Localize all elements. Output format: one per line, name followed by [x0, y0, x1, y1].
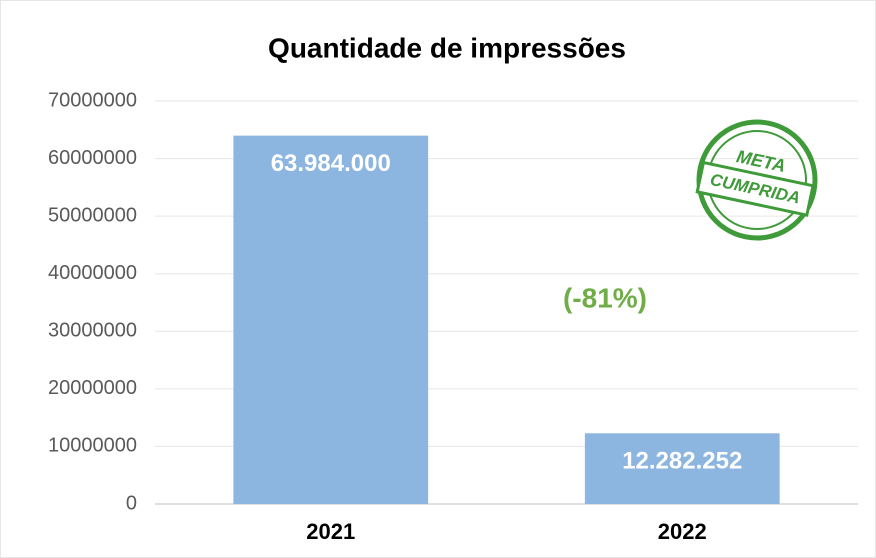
y-tick-label: 50000000 — [48, 204, 137, 226]
value-label: 63.984.000 — [271, 150, 391, 177]
annotation: (-81%) — [563, 282, 647, 313]
chart-title: Quantidade de impressões — [268, 32, 626, 63]
y-tick-label: 10000000 — [48, 435, 137, 457]
bar — [233, 135, 429, 505]
y-tick-label: 0 — [126, 492, 137, 514]
y-tick-label: 70000000 — [48, 89, 137, 111]
value-label: 12.282.252 — [622, 448, 742, 475]
y-tick-label: 20000000 — [48, 377, 137, 399]
bar — [584, 433, 780, 504]
stamp-band — [695, 160, 815, 217]
x-tick-label: 2022 — [658, 519, 707, 544]
stamp-ring — [696, 119, 818, 241]
y-tick-label: 40000000 — [48, 262, 137, 284]
y-tick-label: 30000000 — [48, 320, 137, 342]
y-tick-label: 60000000 — [48, 147, 137, 169]
stamp: META CUMPRIDA — [695, 119, 818, 241]
x-tick-label: 2021 — [306, 519, 355, 544]
